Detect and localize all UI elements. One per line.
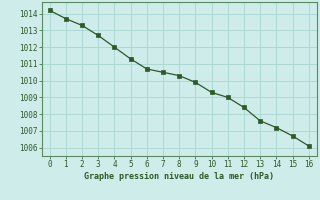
X-axis label: Graphe pression niveau de la mer (hPa): Graphe pression niveau de la mer (hPa) <box>84 172 274 181</box>
